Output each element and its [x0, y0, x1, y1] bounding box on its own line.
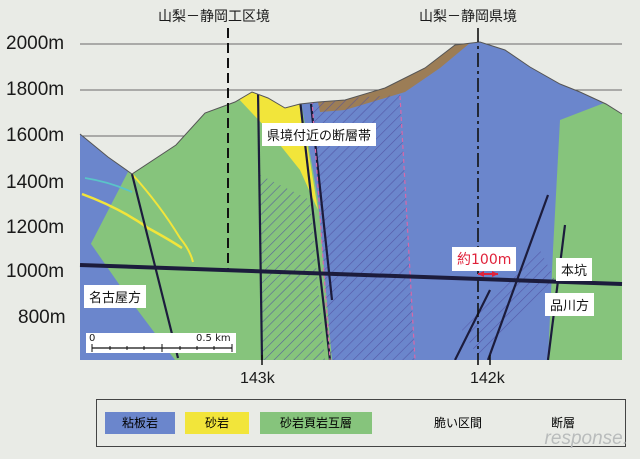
chainage-143k: 143k — [240, 370, 275, 387]
sandstone-streak — [81, 192, 183, 250]
sandstone-streak — [131, 173, 194, 263]
scale-zero-label: 0 — [89, 333, 96, 344]
elevation-label: 2000m — [6, 33, 65, 54]
fragile-zone-west — [260, 175, 325, 360]
sandstone-body — [236, 88, 318, 210]
thin-layer — [84, 177, 133, 193]
legend-alternation: 砂岩頁岩互層 — [260, 412, 372, 434]
legend-fault: 断層 — [550, 416, 575, 430]
legend: 粘板岩 砂岩 砂岩頁岩互層 脆い区間 断層 — [96, 399, 626, 447]
elevation-label: 1400m — [6, 172, 65, 193]
chainage-142k: 142k — [470, 370, 505, 387]
legend-slate: 粘板岩 — [105, 412, 175, 434]
legend-fragile: 脆い区間 — [433, 416, 482, 430]
scale-bar — [86, 333, 236, 353]
slate-wedge-west — [80, 228, 175, 360]
alternation-band-east — [548, 95, 622, 360]
legend-sandstone: 砂岩 — [185, 412, 249, 434]
distance-marker — [478, 271, 498, 277]
ward-boundary-label: 山梨－静岡工区境 — [158, 9, 270, 25]
shinagawa-direction-label: 品川方 — [545, 293, 595, 316]
main-tunnel-line — [79, 263, 623, 286]
terrain-surface — [79, 41, 623, 175]
elevation-label: 800m — [18, 307, 66, 328]
elevation-label: 1800m — [6, 79, 65, 100]
fragile-zone-central — [312, 95, 415, 360]
distance-label: 約100m — [452, 247, 517, 271]
watermark-logo: response. — [544, 428, 628, 449]
prefecture-boundary-label: 山梨－静岡県境 — [419, 9, 517, 25]
main-tunnel-label: 本坑 — [556, 258, 593, 281]
fault-zone-label: 県境付近の断層帯 — [262, 123, 377, 146]
scale-half-label: 0.5 km — [196, 333, 231, 344]
elevation-label: 1000m — [6, 261, 65, 282]
elevation-label: 1200m — [6, 217, 65, 238]
nagoya-direction-label: 名古屋方 — [84, 285, 147, 308]
elevation-label: 1600m — [6, 125, 65, 146]
